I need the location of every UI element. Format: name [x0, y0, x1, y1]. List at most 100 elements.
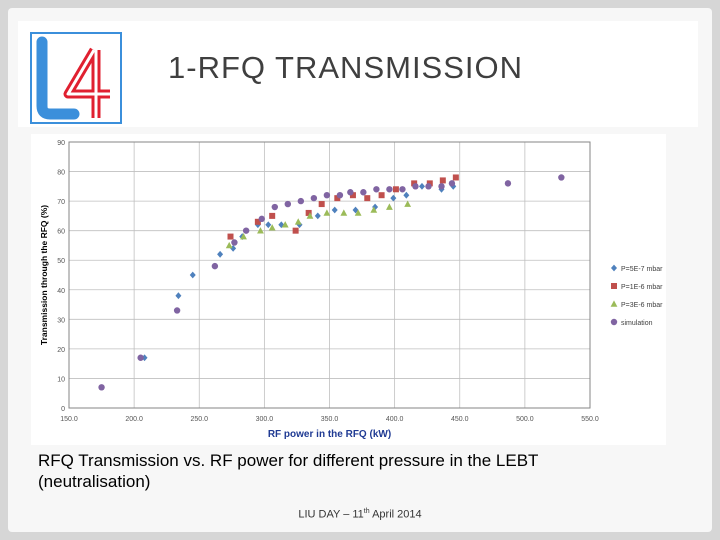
chart-container: 0 10 20 30 40 50 60 70 80 90 150.0 200.0 250.0 300.0… — [31, 134, 666, 445]
data-point — [438, 183, 445, 190]
data-point — [281, 221, 289, 228]
data-point — [378, 192, 385, 199]
footer-text: LIU DAY – 11th April 2014 — [0, 508, 720, 521]
data-point — [360, 189, 367, 196]
data-point — [370, 206, 378, 213]
data-point — [306, 212, 314, 219]
data-point — [373, 186, 380, 193]
series-diamond — [141, 182, 457, 362]
legend-item: simulation — [610, 318, 653, 327]
data-point — [392, 186, 399, 193]
legend-label: simulation — [621, 320, 653, 327]
y-axis-label: Transmission through the RFQ (%) — [39, 205, 49, 345]
data-point — [230, 245, 237, 252]
data-point — [448, 180, 456, 187]
y-tick-label: 10 — [57, 376, 65, 383]
data-point — [364, 195, 371, 202]
legend-label: P=5E-7 mbar — [621, 266, 663, 273]
y-tick-label: 60 — [57, 229, 65, 236]
data-point — [175, 292, 182, 300]
legend-label: P=3E-6 mbar — [621, 302, 663, 309]
data-point — [268, 224, 276, 231]
data-point — [352, 206, 359, 214]
data-point — [504, 180, 512, 187]
data-point — [98, 384, 105, 391]
data-point — [558, 174, 565, 181]
legend-item: P=1E-6 mbar — [611, 283, 663, 291]
data-point — [452, 174, 459, 181]
plot-area — [68, 141, 591, 409]
data-point — [412, 183, 419, 190]
data-point — [269, 212, 276, 219]
data-point — [323, 209, 331, 216]
data-point — [314, 212, 321, 220]
y-tick-label: 90 — [57, 140, 65, 147]
data-point — [323, 192, 331, 199]
footer-suffix: April 2014 — [369, 508, 422, 521]
series-triangle — [225, 200, 412, 249]
figure-caption: RFQ Transmission vs. RF power for differ… — [38, 450, 678, 492]
data-point — [340, 209, 348, 216]
series-square — [227, 174, 459, 240]
y-tick-label: 20 — [57, 347, 65, 354]
data-point — [336, 192, 344, 199]
x-tick-label: 500.0 — [516, 416, 534, 423]
data-point — [258, 215, 265, 223]
footer-superscript: th — [363, 508, 370, 515]
x-tick-label: 250.0 — [190, 416, 208, 423]
data-point — [173, 307, 181, 314]
data-point — [310, 194, 318, 202]
data-point — [231, 239, 238, 246]
chart-gridlines — [68, 141, 591, 409]
data-point — [390, 194, 397, 202]
data-point — [334, 195, 341, 202]
caption-line-1: RFQ Transmission vs. RF power for differ… — [38, 451, 539, 470]
data-point — [411, 180, 418, 187]
data-series — [98, 174, 565, 391]
x-tick-label: 550.0 — [581, 416, 599, 423]
caption-line-2: (neutralisation) — [38, 472, 151, 491]
data-point — [189, 271, 196, 279]
data-point — [418, 182, 425, 190]
data-point — [257, 227, 264, 234]
x-tick-label: 350.0 — [321, 416, 339, 423]
data-point — [386, 186, 393, 193]
y-tick-label: 50 — [57, 258, 65, 265]
series-circle — [98, 174, 565, 391]
data-point — [349, 192, 356, 199]
data-point — [318, 201, 325, 208]
data-point — [225, 241, 233, 249]
data-point — [271, 203, 278, 211]
legend-marker — [610, 318, 618, 326]
y-tick-label: 30 — [57, 317, 65, 324]
x-axis-ticks: 150.0 200.0 250.0 300.0 350.0 400.0 450.0 500.0… — [60, 416, 599, 423]
data-point — [284, 200, 292, 208]
data-point — [254, 218, 261, 225]
legend-marker — [611, 283, 617, 289]
data-point — [305, 209, 312, 216]
legend-marker — [611, 264, 617, 272]
data-point — [425, 183, 432, 190]
data-point — [227, 233, 234, 240]
data-point — [137, 354, 144, 361]
y-tick-label: 0 — [61, 406, 65, 413]
data-point — [354, 209, 362, 216]
l4-logo — [30, 32, 122, 124]
x-tick-label: 400.0 — [386, 416, 404, 423]
y-axis-ticks: 0 10 20 30 40 50 60 70 80 90 — [57, 140, 65, 413]
chart-legend: P=5E-7 mbar P=1E-6 mbar P=3E-6 mbar simulat… — [610, 264, 663, 327]
y-tick-label: 40 — [57, 288, 65, 295]
y-tick-label: 80 — [57, 170, 65, 177]
x-tick-label: 150.0 — [60, 416, 78, 423]
data-point — [403, 191, 410, 199]
data-point — [404, 200, 412, 207]
legend-item: P=3E-6 mbar — [610, 300, 663, 309]
data-point — [217, 250, 224, 258]
legend-marker — [610, 300, 618, 307]
data-point — [386, 203, 393, 210]
x-tick-label: 300.0 — [256, 416, 274, 423]
y-tick-label: 70 — [57, 199, 65, 206]
data-point — [372, 203, 379, 211]
legend-item: P=5E-7 mbar — [611, 264, 663, 273]
data-point — [331, 206, 338, 214]
